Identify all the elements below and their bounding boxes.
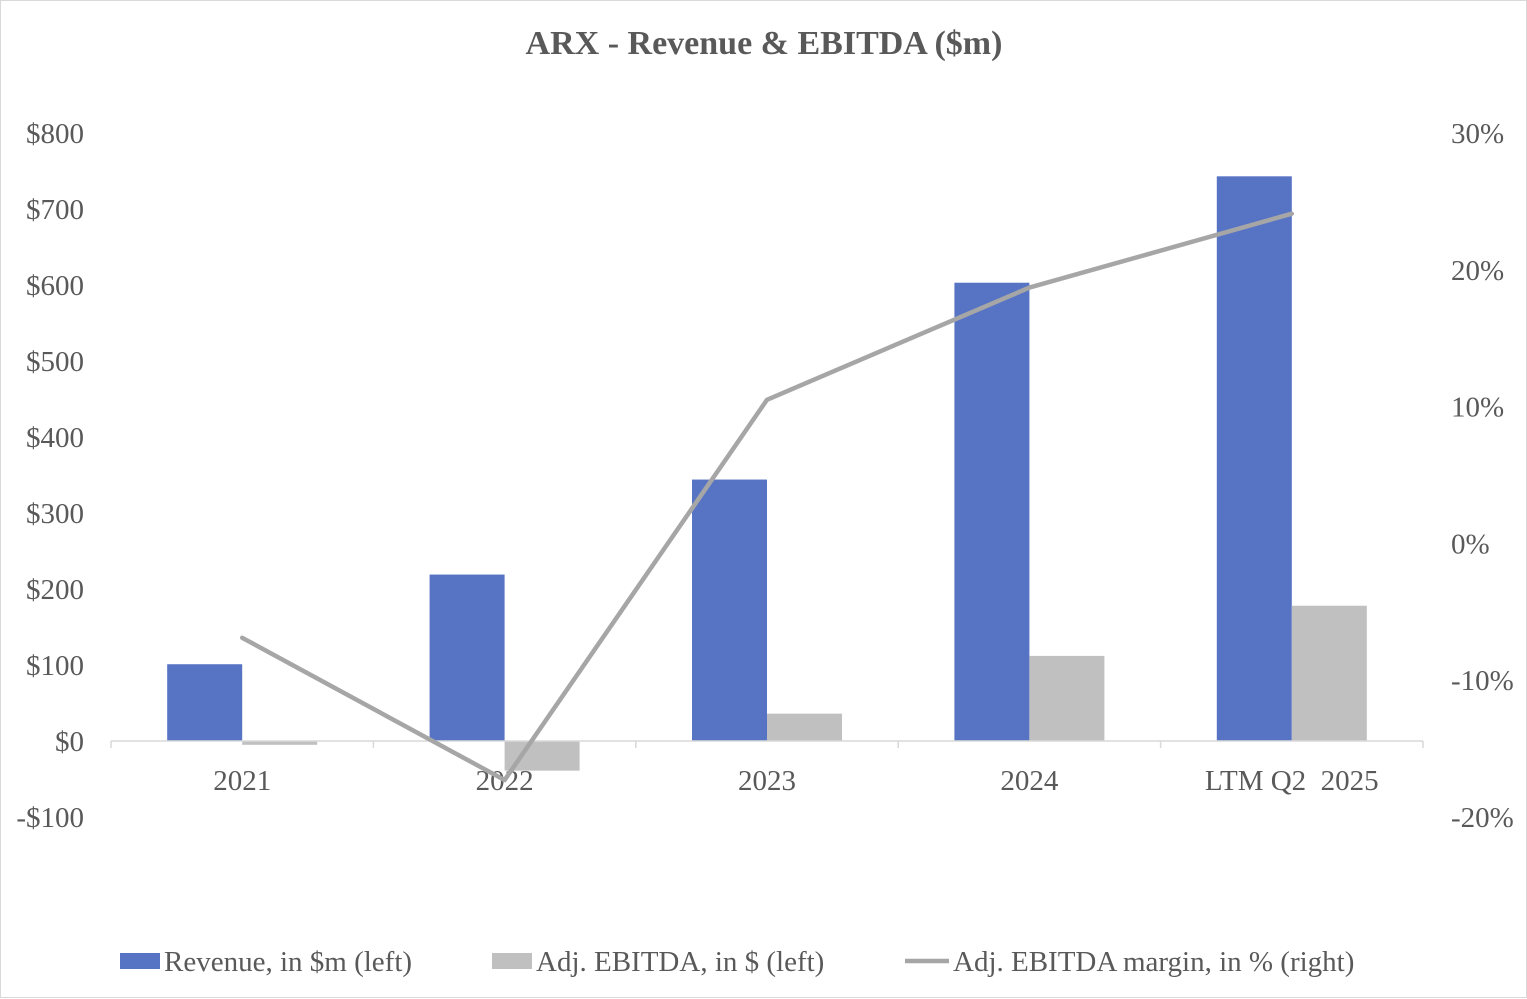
- legend-ebitda-swatch: [492, 953, 532, 969]
- revenue-bar: [1216, 176, 1292, 741]
- ebitda-margin-line: [239, 211, 1295, 783]
- y-left-tick-label: $500: [26, 346, 84, 378]
- y-left-tick-label: $300: [26, 498, 84, 530]
- y-left-tick-label: $600: [26, 270, 84, 302]
- x-tick-label: 2021: [213, 765, 271, 797]
- y-right-tick-label: -20%: [1451, 802, 1514, 834]
- legend-margin-label: Adj. EBITDA margin, in % (right): [953, 946, 1354, 978]
- ebitda-bar: [242, 741, 318, 745]
- ebitda-bar: [767, 713, 842, 741]
- x-tick-label: 2024: [1000, 765, 1059, 797]
- y-right-tick-label: -10%: [1451, 665, 1514, 697]
- y-right-tick-label: 20%: [1451, 255, 1504, 287]
- legend-margin: Adj. EBITDA margin, in % (right): [905, 946, 1354, 978]
- y-left-tick-label: $700: [26, 194, 84, 226]
- x-tick-label: LTM Q2 2025: [1205, 765, 1379, 797]
- y-left-tick-label: $200: [26, 574, 84, 606]
- legend-ebitda-label: Adj. EBITDA, in $ (left): [536, 946, 824, 978]
- legend-revenue-swatch: [120, 953, 160, 969]
- revenue-bar: [692, 479, 767, 741]
- legend-ebitda: Adj. EBITDA, in $ (left): [492, 946, 824, 978]
- revenue-bar: [954, 282, 1030, 741]
- ebitda-bar: [1029, 655, 1105, 741]
- chart-title: ARX - Revenue & EBITDA ($m): [526, 25, 1003, 62]
- y-right-tick-label: 0%: [1451, 528, 1490, 560]
- legend-revenue-label: Revenue, in $m (left): [164, 946, 412, 978]
- y-right-tick-label: 10%: [1451, 392, 1504, 424]
- y-left-tick-label: $800: [26, 118, 84, 150]
- y-left-tick-label: -$100: [16, 802, 84, 834]
- revenue-bar: [429, 574, 505, 741]
- y-right-tick-label: 30%: [1451, 118, 1504, 150]
- ebitda-bar: [1291, 605, 1367, 741]
- legend-revenue: Revenue, in $m (left): [120, 946, 412, 978]
- y-left-tick-label: $0: [55, 726, 84, 758]
- x-tick-label: 2023: [738, 765, 796, 797]
- y-left-tick-label: $100: [26, 650, 84, 682]
- revenue-bar: [167, 664, 243, 741]
- y-left-tick-label: $400: [26, 422, 84, 454]
